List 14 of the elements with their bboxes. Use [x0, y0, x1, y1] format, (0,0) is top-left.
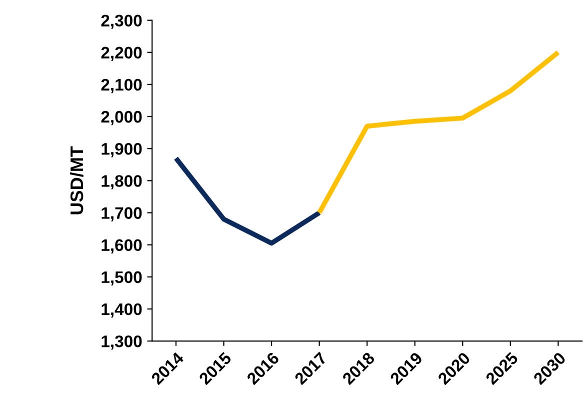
y-tick-label: 2,100 [101, 78, 142, 94]
line-series [174, 156, 322, 246]
y-tick-label: 1,800 [102, 175, 142, 190]
y-tick-label: 2,300 [101, 14, 142, 29]
y-tick-label: 1,700 [102, 207, 142, 222]
y-axis-title: USD/MT [70, 146, 84, 214]
y-tick-label: 1,500 [102, 271, 142, 286]
y-tick-label: 1,600 [102, 239, 142, 254]
y-tick-label: 2,200 [101, 46, 142, 61]
y-tick-label: 2,000 [101, 110, 142, 126]
y-tick-label: 1,400 [102, 303, 142, 318]
y-tick-label: 1,300 [102, 335, 142, 350]
line-series [316, 50, 561, 216]
y-tick-label: 1,900 [102, 142, 142, 158]
